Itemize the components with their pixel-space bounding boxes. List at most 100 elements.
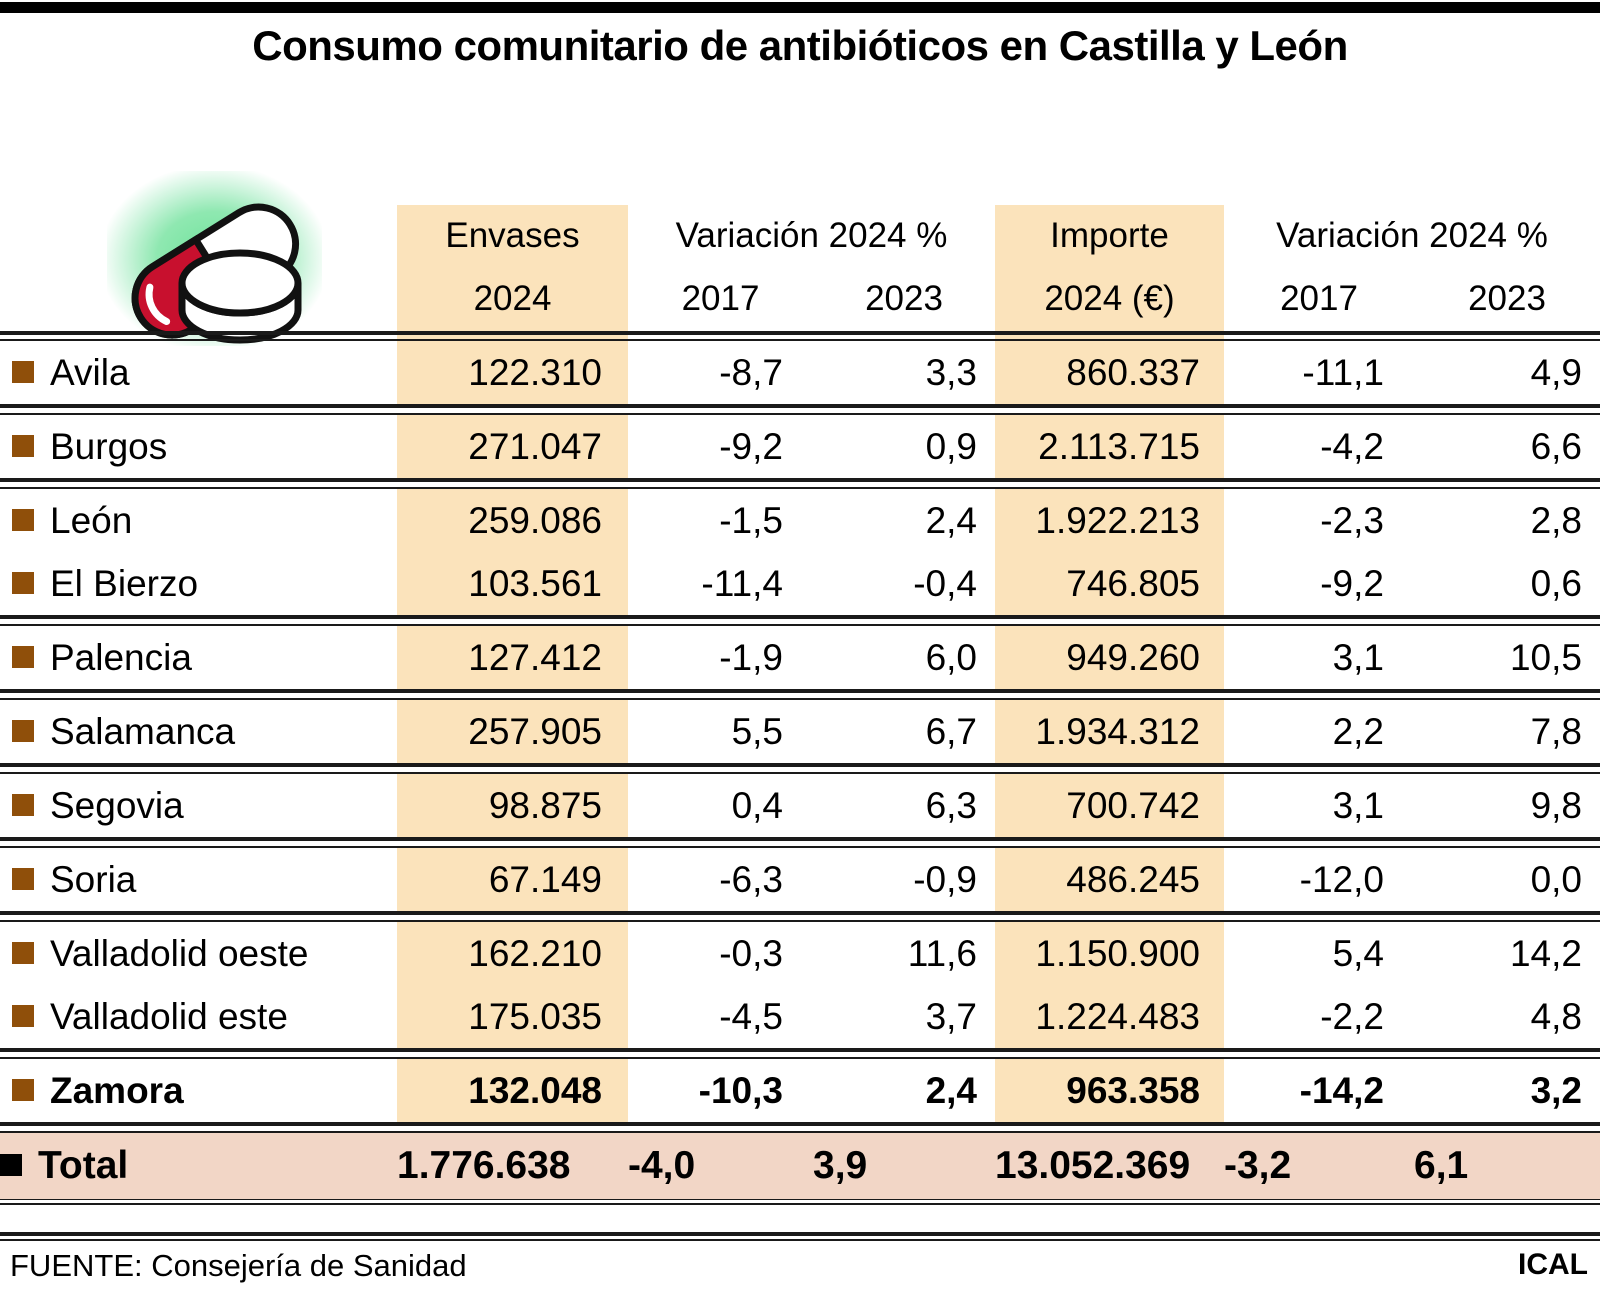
row-label: Palencia [0,625,397,691]
cell-envases-var-2023: 6,7 [925,710,977,752]
row-bullet-marker [12,867,34,890]
row-name-text: Valladolid este [50,995,288,1037]
header-envases-line2: 2024 [473,279,552,318]
antibiotics-consumption-table: Envases Variación 2024 % Importe Variaci… [0,205,1600,1199]
cell-importe-var-2017: -2,3 [1320,499,1384,541]
cell-importe: 1.934.312 [1035,710,1200,752]
cell-importe-var-2023: 9,8 [1530,784,1582,826]
cell-importe: 486.245 [1066,858,1200,900]
cell-importe-var-2023: 10,5 [1509,636,1582,678]
cell-importe-var-2017: 3,1 [1332,636,1384,678]
total-importe-var-2017: -3,2 [1224,1132,1414,1199]
cell-importe-var-2023: 14,2 [1509,932,1582,974]
cell-importe-var-2017: 5,4 [1332,932,1384,974]
table-body: Avila 122.310 -8,7 3,3 860.337 -11,1 4,9 Burgos… [0,340,1600,1199]
table-row: Burgos 271.047 -9,2 0,9 2.113.715 -4,2 6,6 [0,414,1600,480]
header-envases-var-2023: 2023 [865,279,943,318]
cell-importe: 1.224.483 [1035,995,1200,1037]
row-bullet-marker [12,508,34,531]
header-blank-2 [0,267,397,331]
row-label: Salamanca [0,699,397,765]
row-bullet-marker [12,1078,34,1101]
table-row: Valladolid oeste 162.210 -0,3 11,6 1.150.900… [0,921,1600,985]
cell-envases-var-2017: -1,9 [719,636,783,678]
header-variacion-importe-title: Variación 2024 % [1276,216,1548,255]
row-name-text: Palencia [50,636,192,678]
cell-envases-var-2023: 2,4 [925,499,977,541]
cell-importe: 949.260 [1066,636,1200,678]
cell-envases-var-2017: -4,5 [719,995,783,1037]
table-row: Salamanca 257.905 5,5 6,7 1.934.312 2,2 7,8 [0,699,1600,765]
row-label: Valladolid oeste [0,921,397,985]
table-row: León 259.086 -1,5 2,4 1.922.213 -2,3 2,8 [0,488,1600,552]
pill-icon-svg [131,203,302,344]
cell-envases-var-2017: -1,5 [719,499,783,541]
row-name-text: Soria [50,858,137,900]
cell-importe: 963.358 [1066,1069,1200,1111]
cell-envases-var-2017: -11,4 [701,562,783,604]
row-bullet-marker [12,645,34,668]
header-importe-var-2017: 2017 [1280,279,1358,318]
table-row: El Bierzo 103.561 -11,4 -0,4 746.805 -9,2 0,6 [0,552,1600,617]
cell-envases-var-2023: 6,3 [925,784,977,826]
table-row: Soria 67.149 -6,3 -0,9 486.245 -12,0 0,0 [0,847,1600,913]
header-blank [0,205,397,267]
total-name-text: Total [38,1144,129,1187]
row-bullet-marker [12,571,34,594]
cell-importe-var-2023: 2,8 [1530,499,1582,541]
row-separator [0,478,1600,489]
row-label: Zamora [0,1058,397,1124]
cell-envases-var-2023: 11,6 [907,932,977,974]
footer-rule-bottom-thick [0,1232,1600,1236]
cell-importe-var-2023: 7,8 [1530,710,1582,752]
row-name-text: Segovia [50,784,184,826]
row-name-text: El Bierzo [50,562,199,604]
header-envases-line1: Envases [445,216,580,255]
row-bullet-marker [12,1004,34,1027]
cell-envases: 257.905 [468,710,602,752]
row-separator [0,763,1600,774]
row-name-text: Avila [50,351,130,393]
total-bullet-marker [0,1154,22,1176]
header-variacion-envases-title: Variación 2024 % [675,216,948,255]
table-row: Segovia 98.875 0,4 6,3 700.742 3,1 9,8 [0,773,1600,839]
table-total-row: Total 1.776.638 -4,0 3,9 13.052.369 -3,2 6,1 [0,1132,1600,1199]
row-label: León [0,488,397,552]
cell-envases-var-2017: -8,7 [719,351,783,393]
row-separator [0,1122,1600,1133]
row-label: Valladolid este [0,985,397,1050]
cell-envases: 162.210 [468,932,602,974]
footer-rule-bottom-thin [0,1239,1600,1241]
cell-importe-var-2023: 4,8 [1530,995,1582,1037]
cell-importe-var-2017: -4,2 [1320,425,1384,467]
row-bullet-marker [12,941,34,964]
top-black-bar [0,2,1600,13]
cell-envases: 175.035 [468,995,602,1037]
cell-importe: 1.922.213 [1035,499,1200,541]
cell-envases-var-2017: -0,3 [719,932,783,974]
cell-importe: 746.805 [1066,562,1200,604]
row-label: El Bierzo [0,552,397,617]
total-envases-var-2023: 3,9 [813,1132,995,1199]
cell-importe: 700.742 [1066,784,1200,826]
row-separator [0,404,1600,415]
total-envases: 1.776.638 [397,1132,628,1199]
row-label: Segovia [0,773,397,839]
cell-importe-var-2023: 0,6 [1530,562,1582,604]
envases-column-highlight [397,205,628,1124]
total-label: Total [0,1132,397,1199]
total-envases-var-2017: -4,0 [628,1132,813,1199]
cell-envases-var-2017: -6,3 [719,858,783,900]
cell-importe-var-2017: 2,2 [1332,710,1384,752]
header-importe-line2: 2024 (€) [1044,279,1175,318]
cell-envases: 67.149 [488,858,602,900]
cell-importe-var-2017: -2,2 [1320,995,1384,1037]
row-separator [0,1048,1600,1059]
row-label: Avila [0,340,397,406]
header-importe-var-2023: 2023 [1468,279,1546,318]
data-table-container: Envases Variación 2024 % Importe Variaci… [0,205,1600,1199]
pill-capsule-tablet-icon [95,163,340,358]
source-label: FUENTE: Consejería de Sanidad [10,1248,467,1283]
row-name-text: Zamora [50,1069,184,1111]
row-label: Burgos [0,414,397,480]
